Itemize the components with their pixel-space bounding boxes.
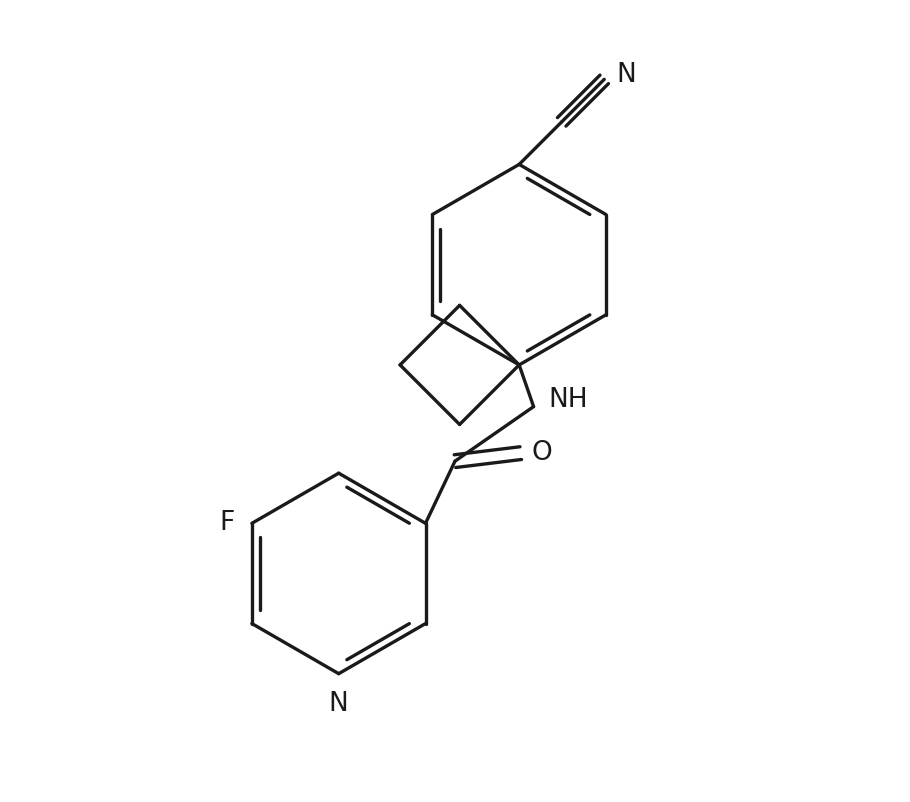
Text: N: N [329,691,349,717]
Text: F: F [219,510,234,537]
Text: NH: NH [548,387,588,413]
Text: N: N [616,63,636,88]
Text: O: O [532,440,552,466]
